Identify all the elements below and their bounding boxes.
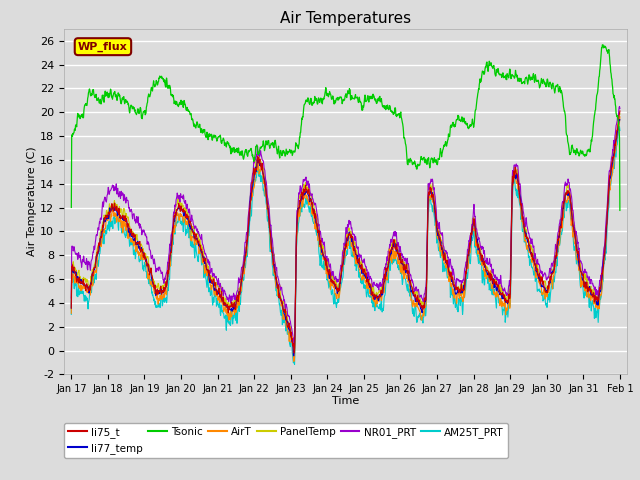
Text: WP_flux: WP_flux	[78, 42, 128, 52]
Y-axis label: Air Temperature (C): Air Temperature (C)	[28, 147, 37, 256]
X-axis label: Time: Time	[332, 396, 359, 406]
Legend: li75_t, li77_temp, Tsonic, AirT, PanelTemp, NR01_PRT, AM25T_PRT: li75_t, li77_temp, Tsonic, AirT, PanelTe…	[64, 423, 508, 458]
Title: Air Temperatures: Air Temperatures	[280, 11, 411, 26]
